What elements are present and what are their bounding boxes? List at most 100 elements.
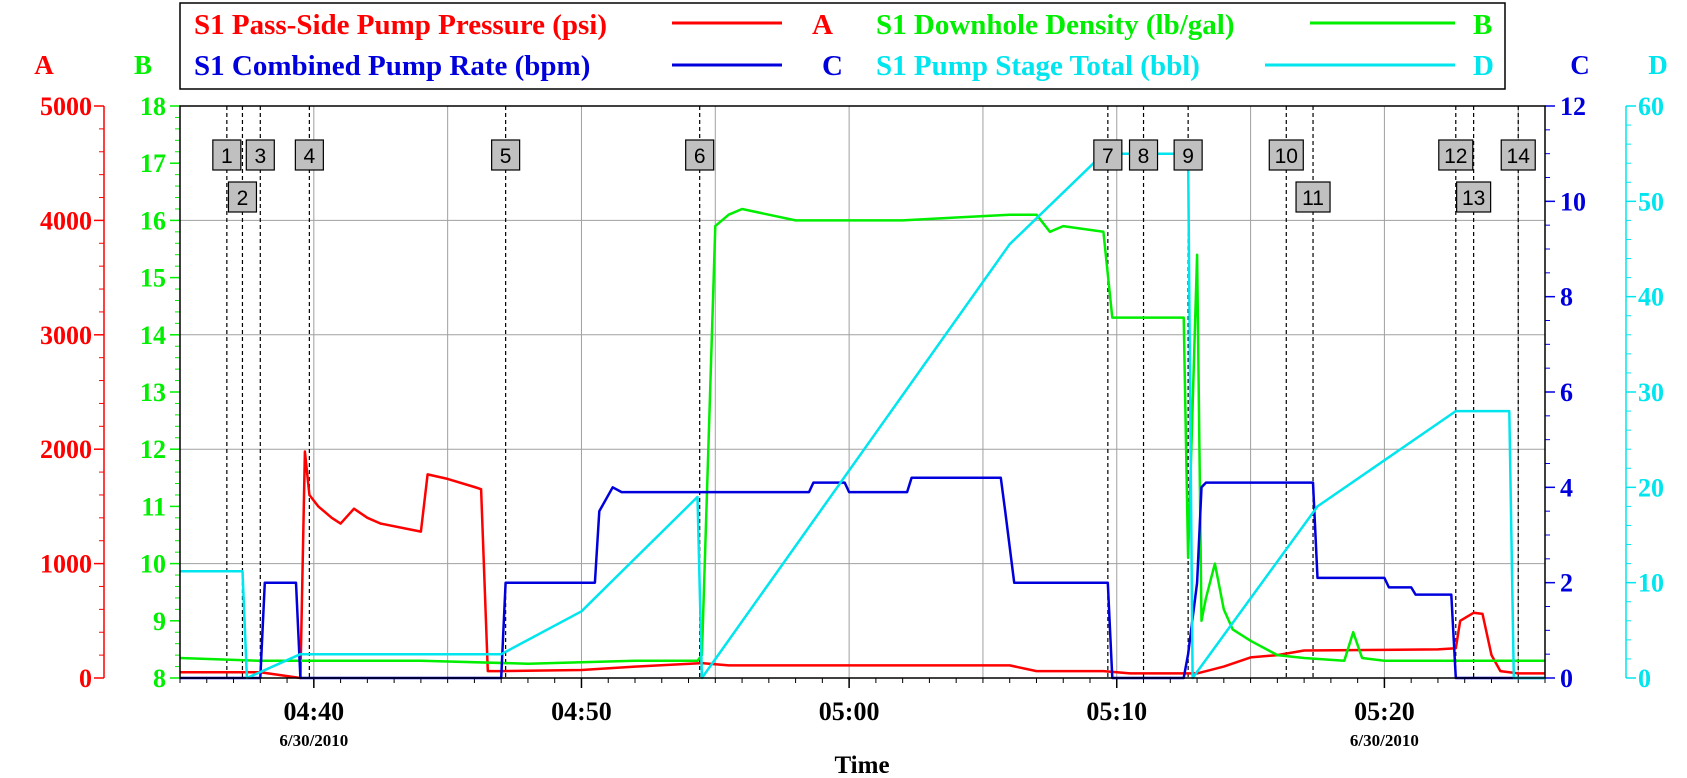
legend-label-pressure: S1 Pass-Side Pump Pressure (psi) [194,9,607,41]
legend-axis-label-stage-total: D [1473,50,1494,82]
axis-c-label: C [1570,50,1590,80]
event-marker-6: 6 [685,139,715,171]
x-tick-date: 6/30/2010 [279,731,348,750]
axis-a-tick-label: 0 [79,664,92,693]
event-marker-label: 7 [1102,145,1114,168]
axis-d-tick-label: 40 [1638,283,1664,312]
axis-a-tick-label: 5000 [40,92,92,121]
axis-b-tick-label: 11 [141,492,166,521]
event-marker-box [1438,139,1474,171]
axis-b-tick-label: 14 [140,321,166,350]
axis-c-tick-label: 4 [1560,473,1573,502]
event-marker-5: 5 [491,139,521,171]
event-marker-3: 3 [245,139,275,171]
series-line-d [180,152,1545,680]
event-marker-label: 2 [237,187,249,210]
event-marker-box [294,139,324,171]
axis-d-label: D [1648,50,1668,80]
event-marker-14: 14 [1500,139,1536,171]
axis-c-tick-label: 10 [1560,187,1586,216]
axis-b-tick-label: 10 [140,550,166,579]
axis-a-tick-label: 2000 [40,435,92,464]
legend-label-stage-total: S1 Pump Stage Total (bbl) [876,50,1200,82]
axis-d-tick-label: 0 [1638,664,1651,693]
event-marker-box [1173,139,1203,171]
event-marker-box [1268,139,1304,171]
event-marker-box [491,139,521,171]
legend-axis-label-density: B [1473,9,1492,41]
event-marker-12: 12 [1438,139,1474,171]
legend-axis-label-rate: C [822,50,843,82]
event-marker-box [685,139,715,171]
plot-frame [179,105,1546,679]
legend-label-rate: S1 Combined Pump Rate (bpm) [194,50,590,82]
event-marker-label: 1 [221,145,233,168]
axis-d-tick-label: 10 [1638,569,1664,598]
axis-c-tick-label: 0 [1560,664,1573,693]
event-marker-10: 10 [1268,139,1304,171]
event-marker-label: 8 [1138,145,1150,168]
axis-b-tick-label: 17 [140,149,166,178]
axis-b-tick-label: 13 [140,378,166,407]
event-marker-label: 10 [1275,145,1298,168]
axis-d-tick-label: 50 [1638,187,1664,216]
event-marker-2: 2 [227,181,258,213]
event-marker-label: 11 [1302,187,1324,210]
event-marker-label: 14 [1507,145,1531,168]
axis-d-tick-label: 20 [1638,473,1664,502]
axis-b-label: B [134,50,152,80]
event-marker-label: 4 [304,145,316,168]
event-marker-13: 13 [1456,181,1492,213]
axes-layer: 0100020003000400050008910111213141516171… [40,92,1664,750]
axis-d-tick-label: 30 [1638,378,1664,407]
event-marker-label: 5 [500,145,512,168]
event-marker-box [212,139,242,171]
event-marker-box [1295,181,1331,213]
event-marker-box [1500,139,1536,171]
axis-c-tick-label: 12 [1560,92,1586,121]
event-marker-7: 7 [1093,139,1123,171]
axis-c-tick-label: 2 [1560,569,1573,598]
x-tick-label: 05:00 [819,697,880,726]
axis-b-tick-label: 8 [153,664,166,693]
legend-label-density: S1 Downhole Density (lb/gal) [876,9,1235,41]
axis-b-tick-label: 18 [140,92,166,121]
event-marker-box [1456,181,1492,213]
axis-b-tick-label: 9 [153,607,166,636]
event-marker-label: 13 [1462,187,1485,210]
legend-box [179,2,1506,90]
axis-b-tick-label: 12 [140,435,166,464]
event-marker-9: 9 [1173,139,1203,171]
legend: S1 Pass-Side Pump Pressure (psi) A S1 Do… [179,2,1506,90]
axis-a-label: A [34,50,54,80]
event-marker-11: 11 [1295,181,1331,213]
axis-a-tick-label: 4000 [40,206,92,235]
event-marker-box [245,139,275,171]
event-marker-1: 1 [212,139,242,171]
x-tick-label: 04:50 [551,697,612,726]
axis-c-tick-label: 6 [1560,378,1573,407]
axis-c-tick-label: 8 [1560,283,1573,312]
x-tick-label: 05:10 [1086,697,1147,726]
x-tick-label: 05:20 [1354,697,1415,726]
event-marker-label: 3 [254,145,266,168]
axis-b-tick-label: 15 [140,264,166,293]
axis-a-tick-label: 3000 [40,321,92,350]
event-marker-label: 12 [1444,145,1467,168]
x-axis-title: Time [834,752,889,778]
event-marker-4: 4 [294,139,324,171]
axis-a-tick-label: 1000 [40,550,92,579]
x-tick-date: 6/30/2010 [1350,731,1419,750]
event-marker-box [1093,139,1123,171]
event-marker-label: 6 [694,145,706,168]
axis-d-tick-label: 60 [1638,92,1664,121]
event-marker-label: 9 [1182,145,1194,168]
event-marker-box [1128,139,1159,171]
x-tick-label: 04:40 [283,697,344,726]
grid-layer [180,106,1545,678]
event-marker-8: 8 [1128,139,1159,171]
